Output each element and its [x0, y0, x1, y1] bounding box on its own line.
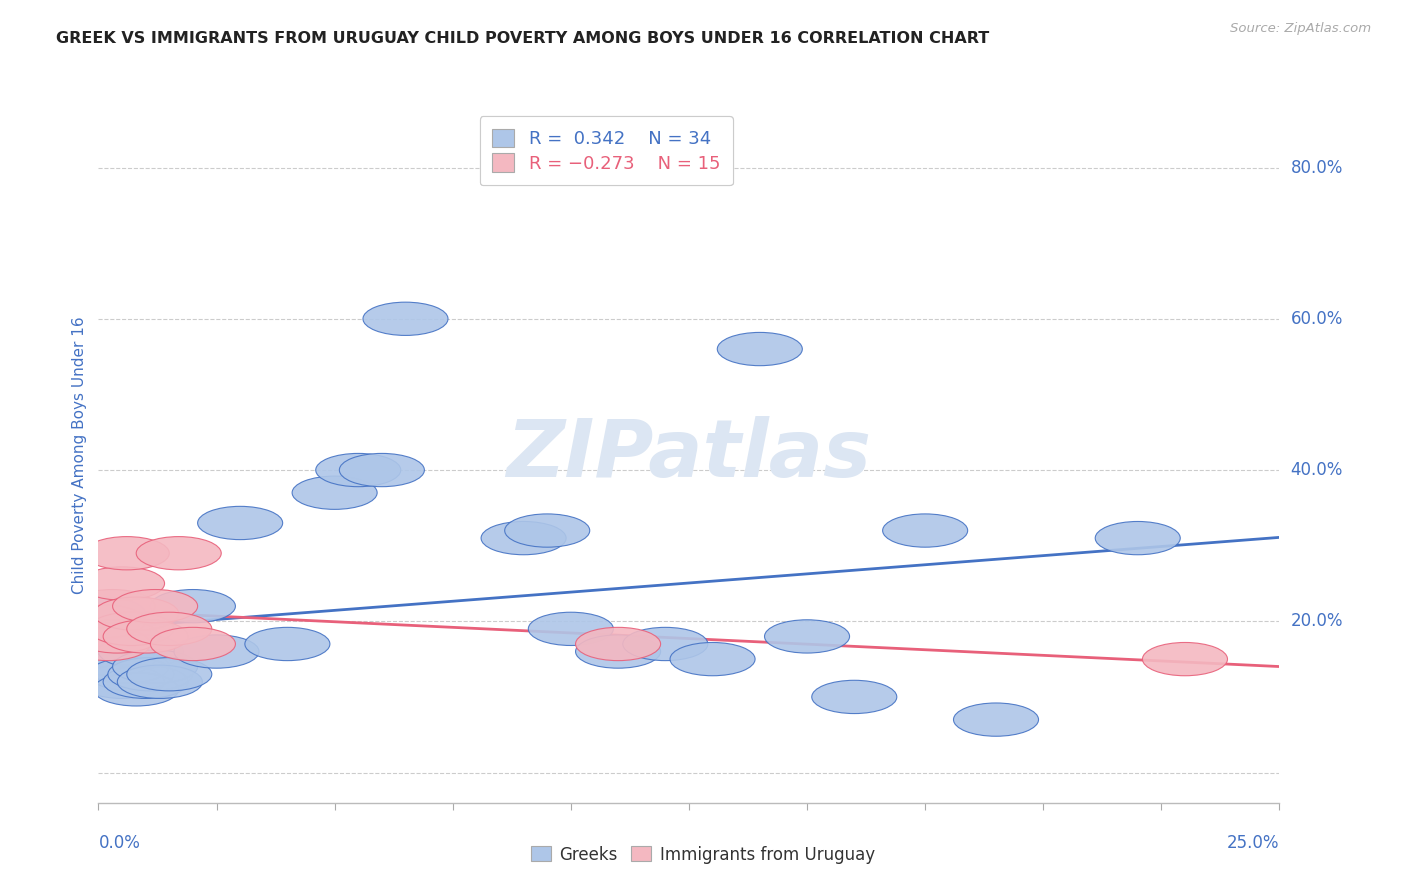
Text: 0.0%: 0.0% [98, 834, 141, 852]
Ellipse shape [575, 627, 661, 661]
Ellipse shape [103, 620, 188, 653]
Ellipse shape [70, 590, 155, 623]
Ellipse shape [112, 590, 198, 623]
Text: Source: ZipAtlas.com: Source: ZipAtlas.com [1230, 22, 1371, 36]
Text: 60.0%: 60.0% [1291, 310, 1343, 327]
Text: 20.0%: 20.0% [1291, 612, 1343, 631]
Ellipse shape [60, 597, 146, 631]
Ellipse shape [65, 627, 150, 661]
Ellipse shape [811, 681, 897, 714]
Ellipse shape [671, 642, 755, 676]
Ellipse shape [65, 627, 150, 661]
Ellipse shape [765, 620, 849, 653]
Ellipse shape [75, 620, 160, 653]
Ellipse shape [883, 514, 967, 547]
Legend: R =  0.342    N = 34, R = −0.273    N = 15: R = 0.342 N = 34, R = −0.273 N = 15 [479, 116, 733, 186]
Text: 80.0%: 80.0% [1291, 159, 1343, 177]
Ellipse shape [150, 627, 235, 661]
Ellipse shape [174, 635, 259, 668]
Ellipse shape [89, 612, 174, 646]
Text: 40.0%: 40.0% [1291, 461, 1343, 479]
Ellipse shape [717, 333, 803, 366]
Ellipse shape [1143, 642, 1227, 676]
Ellipse shape [198, 507, 283, 540]
Ellipse shape [127, 657, 212, 691]
Ellipse shape [84, 650, 169, 683]
Text: GREEK VS IMMIGRANTS FROM URUGUAY CHILD POVERTY AMONG BOYS UNDER 16 CORRELATION C: GREEK VS IMMIGRANTS FROM URUGUAY CHILD P… [56, 31, 990, 46]
Ellipse shape [505, 514, 589, 547]
Ellipse shape [103, 665, 188, 698]
Ellipse shape [529, 612, 613, 646]
Ellipse shape [363, 302, 449, 335]
Ellipse shape [150, 590, 235, 623]
Ellipse shape [136, 537, 221, 570]
Ellipse shape [94, 673, 179, 706]
Ellipse shape [75, 620, 160, 653]
Ellipse shape [108, 657, 193, 691]
Ellipse shape [60, 605, 146, 638]
Ellipse shape [623, 627, 707, 661]
Ellipse shape [127, 612, 212, 646]
Ellipse shape [1095, 522, 1180, 555]
Ellipse shape [117, 665, 202, 698]
Ellipse shape [84, 537, 169, 570]
Y-axis label: Child Poverty Among Boys Under 16: Child Poverty Among Boys Under 16 [72, 316, 87, 594]
Ellipse shape [339, 453, 425, 487]
Ellipse shape [245, 627, 330, 661]
Ellipse shape [575, 635, 661, 668]
Ellipse shape [953, 703, 1039, 736]
Ellipse shape [481, 522, 567, 555]
Ellipse shape [94, 597, 179, 631]
Ellipse shape [316, 453, 401, 487]
Ellipse shape [98, 635, 183, 668]
Ellipse shape [292, 476, 377, 509]
Text: 25.0%: 25.0% [1227, 834, 1279, 852]
Ellipse shape [80, 665, 165, 698]
Ellipse shape [70, 642, 155, 676]
Ellipse shape [89, 657, 174, 691]
Text: ZIPatlas: ZIPatlas [506, 416, 872, 494]
Ellipse shape [112, 650, 198, 683]
Ellipse shape [80, 566, 165, 600]
Legend: Greeks, Immigrants from Uruguay: Greeks, Immigrants from Uruguay [524, 839, 882, 871]
